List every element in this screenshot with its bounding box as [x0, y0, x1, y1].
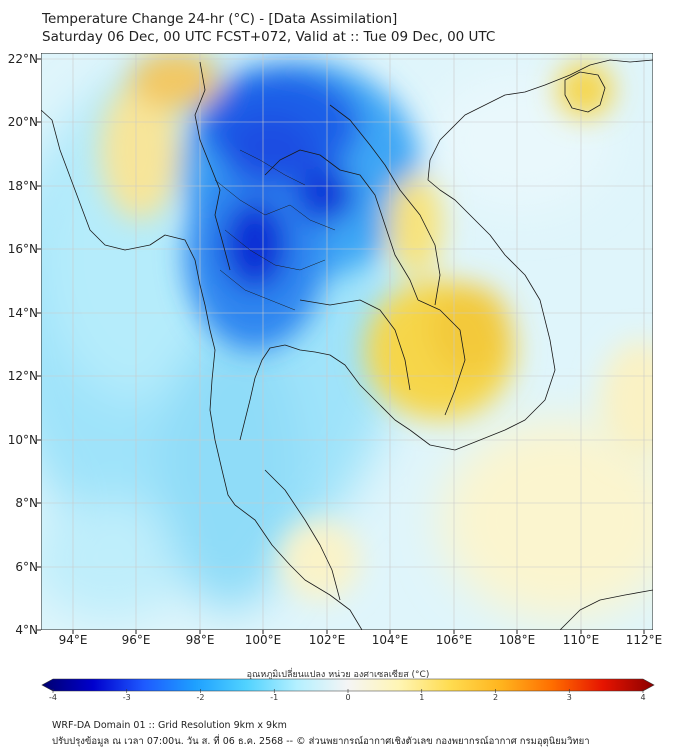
- footer-credit: ปรับปรุงข้อมูล ณ เวลา 07:00น. วัน ส. ที่…: [52, 736, 590, 747]
- malay-peninsula-east: [264, 469, 341, 601]
- myanmar-west-coast: [41, 109, 236, 506]
- colorbar-tick-label: 1: [419, 693, 425, 702]
- colorbar-tick-label: -2: [196, 693, 205, 702]
- lat-label-16: 16°N: [7, 242, 38, 256]
- gulf-of-thailand-north: [284, 344, 411, 431]
- chart-subtitle: Saturday 06 Dec, 00 UTC FCST+072, Valid …: [42, 29, 496, 45]
- colorbar-tick-label: 2: [492, 693, 499, 702]
- cambodia-vietnam-coast: [409, 159, 556, 451]
- lat-label-12: 12°N: [7, 369, 38, 383]
- lon-label-108: 108°E: [498, 633, 536, 647]
- lon-label-104: 104°E: [371, 633, 409, 647]
- colorbar-tick-label: -1: [270, 693, 279, 702]
- colorbar-tick-label: -3: [122, 693, 131, 702]
- thailand-laos-border: [264, 149, 419, 301]
- graticule: [41, 53, 653, 630]
- anomaly-shading-core: [100, 53, 653, 600]
- lon-label-96: 96°E: [121, 633, 151, 647]
- lat-label-6: 6°N: [15, 560, 38, 574]
- footer-model-info: WRF-DA Domain 01 :: Grid Resolution 9km …: [52, 720, 287, 731]
- lat-label-8: 8°N: [15, 496, 38, 510]
- northern-province-lines: [214, 149, 336, 311]
- coastlines-and-borders: [41, 59, 653, 630]
- lat-label-20: 20°N: [7, 115, 38, 129]
- myanmar-east-border: [194, 61, 231, 271]
- hainan-island: [564, 71, 606, 113]
- lat-label-22: 22°N: [7, 52, 38, 66]
- lon-label-98: 98°E: [185, 633, 215, 647]
- colorbar-label: อุณหภูมิเปลี่ยนแปลง หน่วย องศาเซลเซียส (…: [246, 670, 430, 680]
- map-panel: [41, 53, 653, 630]
- colorbar-tick-label: 0: [345, 693, 351, 702]
- gulf-of-thailand-west: [239, 344, 286, 441]
- colorbar-tick-label: 4: [640, 693, 646, 702]
- lon-label-94: 94°E: [58, 633, 88, 647]
- mainland-south-coast: [234, 504, 363, 630]
- lon-label-106: 106°E: [435, 633, 473, 647]
- colorbar-tick-label: 3: [566, 693, 572, 702]
- lon-label-102: 102°E: [308, 633, 346, 647]
- axis-ticks: [37, 58, 645, 634]
- lat-label-14: 14°N: [7, 306, 38, 320]
- borneo-tip: [559, 589, 653, 630]
- chart-title: Temperature Change 24-hr (°C) - [Data As…: [42, 11, 398, 27]
- lat-label-4: 4°N: [15, 623, 38, 637]
- laos-vietnam-border: [329, 104, 441, 306]
- lon-label-110: 110°E: [562, 633, 600, 647]
- thailand-cambodia-border: [299, 299, 411, 391]
- lat-label-10: 10°N: [7, 433, 38, 447]
- cambodia-vietnam-border: [417, 299, 466, 416]
- gulf-of-tonkin-coast: [429, 59, 653, 161]
- lon-label-100: 100°E: [244, 633, 282, 647]
- lon-label-112: 112°E: [625, 633, 663, 647]
- lat-label-18: 18°N: [7, 179, 38, 193]
- colorbar-tick-label: -4: [49, 693, 57, 702]
